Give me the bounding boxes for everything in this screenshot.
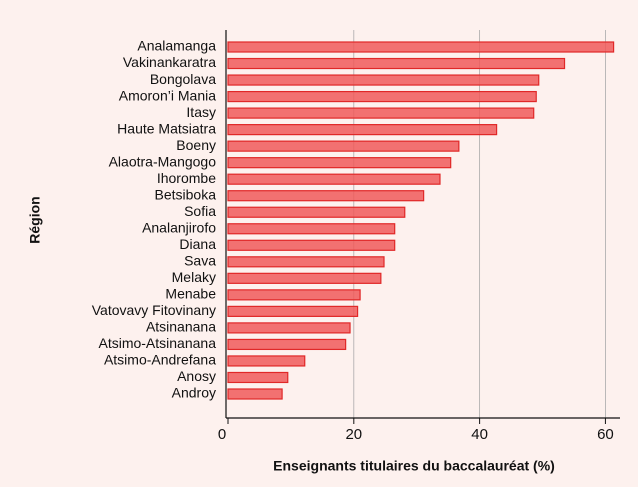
y-tick-label: Amoron’i Mania [119,87,216,103]
bar [227,322,351,334]
y-tick-label: Anosy [177,368,216,384]
y-tick-label: Atsimo-Andrefana [104,352,216,368]
y-tick-label: Bongolava [150,71,216,87]
y-tick-label: Melaky [172,269,216,285]
bar [227,223,396,235]
bar [227,388,283,400]
x-tick-label: 0 [218,426,226,443]
bar [227,157,452,169]
y-tick-label: Vakinankaratra [123,54,216,70]
y-tick-label: Sofia [184,203,216,219]
bar [227,338,347,351]
y-tick-label: Analamanga [137,38,216,54]
bar [227,124,498,136]
bar [227,190,425,202]
y-tick-label: Haute Matsiatra [117,120,216,136]
bar [227,371,289,384]
x-tick-label: 20 [345,426,362,443]
y-tick-label: Diana [179,236,216,252]
y-tick-label: Atsinanana [146,319,216,335]
y-tick-label: Atsimo-Atsinanana [98,335,216,351]
bar [227,173,441,185]
bar [227,107,535,119]
bar [227,305,359,317]
bar [227,239,396,251]
y-tick-label: Betsiboka [155,186,217,202]
bar [227,140,460,152]
x-tick-label: 40 [471,426,488,443]
bar [227,41,615,53]
bar [227,256,385,268]
bar [227,272,382,284]
bar [227,206,406,218]
x-axis-label: Enseignants titulaires du baccalauréat (… [273,458,555,474]
y-tick-label: Itasy [186,104,216,120]
y-tick-label: Sava [184,253,216,269]
y-axis-label: Région [27,196,43,243]
bar [227,90,537,103]
bar [227,355,306,367]
y-tick-label: Ihorombe [157,170,216,186]
x-tick-label: 60 [597,426,614,443]
bar [227,57,566,70]
y-tick-label: Analanjirofo [142,219,216,235]
y-tick-label: Androy [172,385,216,401]
y-tick-label: Alaotra-Mangogo [109,153,217,169]
y-tick-label: Boeny [176,137,216,153]
y-tick-label: Vatovavy Fitovinany [92,302,216,318]
bar [227,74,540,86]
y-tick-label: Menabe [165,286,216,302]
bar [227,289,361,301]
